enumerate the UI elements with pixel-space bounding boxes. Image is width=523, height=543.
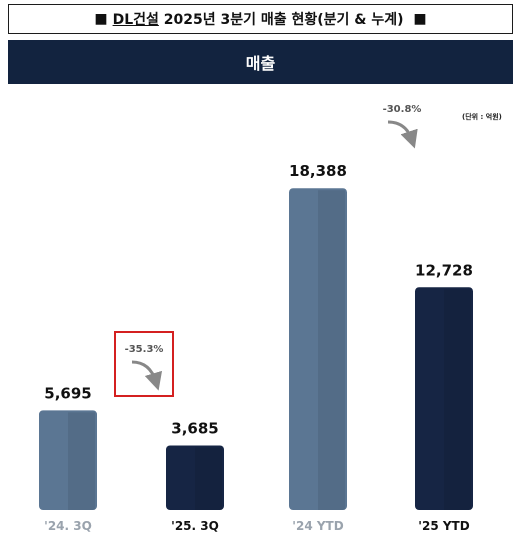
value-label-0: 5,695: [44, 384, 91, 402]
bar-shade-1: [195, 447, 222, 510]
x-tick-label-0: '24. 3Q: [44, 519, 92, 533]
section-header: 매출: [8, 40, 513, 84]
bar-1: [166, 445, 224, 510]
down-arrow-icon: [387, 120, 418, 149]
x-tick-label-2: '24 YTD: [292, 519, 343, 533]
value-label-1: 3,685: [171, 420, 218, 438]
x-tick-label-1: '25. 3Q: [171, 519, 219, 533]
bar-3: [415, 287, 473, 510]
title-text: 2025년 3분기 매출 현황(분기 & 누계): [158, 12, 409, 28]
change-label-ytd: -30.8%: [383, 104, 422, 115]
title-square-right-icon: ■: [413, 11, 427, 27]
value-label-2: 18,388: [289, 162, 347, 180]
highlight-box: [114, 331, 174, 397]
bar-0: [39, 410, 97, 510]
bar-2: [289, 188, 347, 510]
section-header-label: 매출: [245, 54, 276, 73]
unit-note: (단위 : 억원): [462, 112, 502, 121]
down-arrow-icon: [131, 360, 163, 391]
change-label-quarter: -35.3%: [125, 344, 164, 355]
value-label-3: 12,728: [415, 261, 473, 279]
title-square-left-icon: ■: [94, 11, 108, 27]
bar-shade-3: [444, 289, 471, 510]
bar-shade-2: [318, 190, 345, 510]
title-company: DL건설: [112, 12, 159, 28]
x-tick-label-3: '25 YTD: [418, 519, 469, 533]
revenue-bar-chart: 5,695 '24. 3Q 3,685 '25. 3Q 18,388 '24 YTD 12,…: [39, 104, 502, 533]
chart-title: ■ DL건설 2025년 3분기 매출 현황(분기 & 누계) ■: [8, 4, 513, 34]
bar-shade-0: [68, 412, 95, 510]
